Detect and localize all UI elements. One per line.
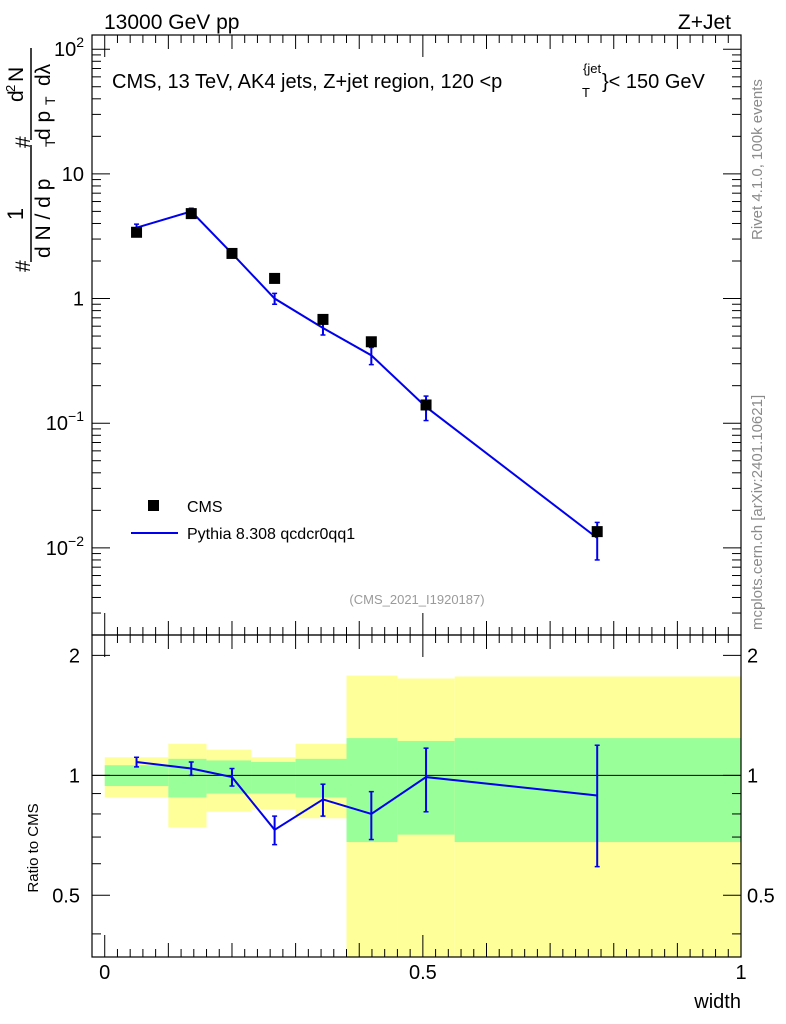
cms-data-point [131,226,143,238]
legend-label-cms: CMS [187,499,223,516]
cms-data-point [226,247,238,259]
svg-text:1: 1 [3,208,28,220]
header-right: Z+Jet [678,11,731,34]
ratio-panel: 0 0.5 1 0.5 0.5 1 1 2 2 [52,634,775,984]
svg-text:2: 2 [3,85,18,92]
main-y-tick-label: 102 [54,34,84,61]
main-y-tick-label: 10−2 [46,533,84,560]
ratio-band-inner [168,758,207,798]
subtitle-main: CMS, 13 TeV, AK4 jets, Z+jet region, 120… [112,71,502,93]
svg-text:#: # [12,260,35,272]
ratio-series-line [136,761,598,832]
svg-text:dλ: dλ [32,63,55,86]
legend: CMS Pythia 8.308 qcdcr0qq1 [131,499,355,543]
cms-data-point [365,336,377,348]
ratio-frame [91,634,742,958]
analysis-id: (CMS_2021_I1920187) [349,592,484,607]
svg-text:d N / d p: d N / d p [32,179,55,258]
ratio-band-inner [295,758,347,798]
subtitle-sub: T [582,85,590,100]
cms-data-point [591,526,603,538]
mcplots-label: mcplots.cern.ch [arXiv:2401.10621] [749,395,766,630]
main-ylabel: # 1 d N / d p T # d 2 N d p T dλ [3,48,58,272]
x-axis-label: width [693,991,741,1013]
cms-data-point [269,272,281,284]
subtitle-end: }< 150 GeV [602,71,706,93]
legend-label-mc: Pythia 8.308 qcdcr0qq1 [187,526,355,543]
main-panel: 102 10 1 10−1 10−2 [46,34,742,636]
ratio-x-tick-label: 0 [99,962,110,984]
svg-text:N: N [5,67,28,82]
ratio-y-tick-label-left: 1 [69,765,80,787]
mc-series-line [136,210,598,539]
rivet-label: Rivet 4.1.0, 100k events [749,79,766,240]
main-y-tick-label: 10−1 [46,408,84,435]
svg-text:d: d [5,90,28,102]
svg-text:#: # [12,136,35,148]
ratio-y-tick-label-right: 0.5 [747,885,775,907]
main-y-tick-label: 10 [62,164,84,186]
cms-data-point [185,208,197,220]
svg-text:T: T [42,138,58,147]
cms-data-point [420,399,432,411]
ratio-ylabel: Ratio to CMS [25,803,42,892]
header-left: 13000 GeV pp [104,11,239,34]
ratio-y-tick-label-left: 0.5 [52,885,80,907]
cms-data-point [317,313,329,325]
svg-text:T: T [42,96,58,105]
ratio-y-tick-label-left: 2 [69,645,80,667]
main-frame [91,34,742,636]
ratio-x-tick-label: 0.5 [409,962,437,984]
ratio-x-tick-label: 1 [735,962,746,984]
ratio-y-tick-label-right: 2 [747,645,758,667]
main-y-tick-label: 1 [73,289,84,311]
ratio-y-tick-label-right: 1 [747,765,758,787]
ratio-band-inner [251,762,296,794]
subtitle-sup: {jet [583,61,601,76]
plot-subtitle: CMS, 13 TeV, AK4 jets, Z+jet region, 120… [112,61,706,100]
legend-marker-cms [148,500,159,511]
svg-text:d p: d p [32,111,55,140]
